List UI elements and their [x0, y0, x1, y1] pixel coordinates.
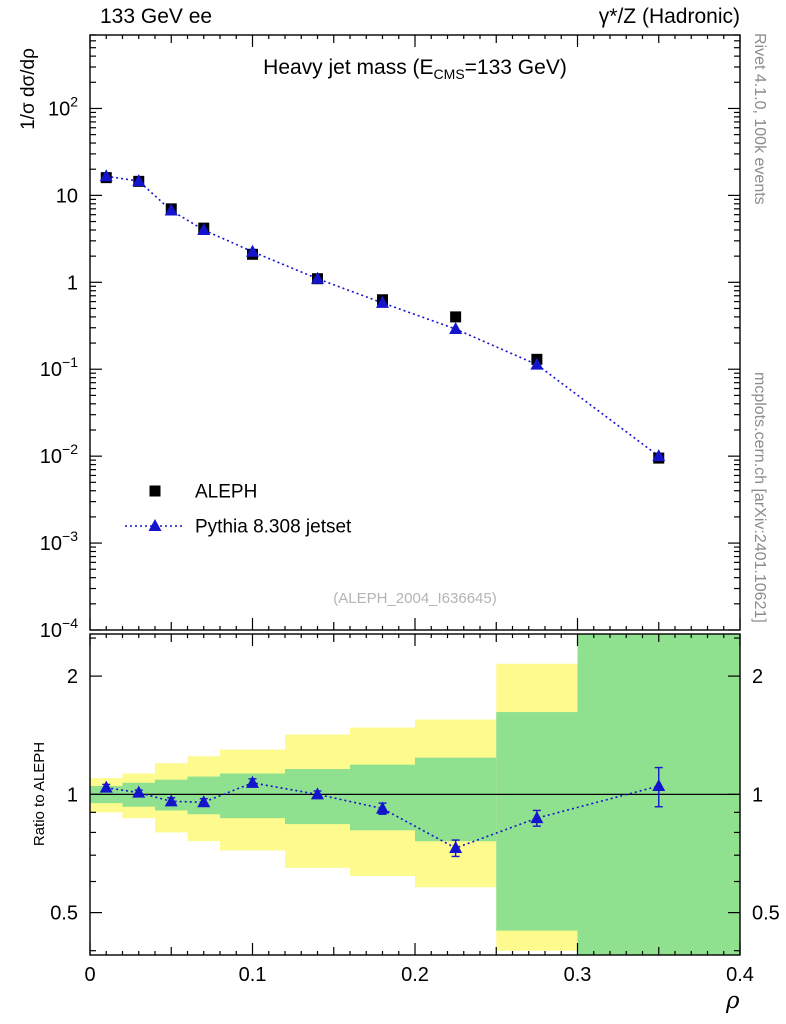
ratio-tick-label-left: 0.5 — [50, 903, 78, 925]
plot-title-post: =133 GeV) — [464, 56, 567, 79]
tick-labels: 0 0.1 0.2 0.3 0.4 102 10 1 10−1 10−2 10−3 10−4 0.5 0.… — [40, 93, 780, 986]
pythia-marker — [99, 169, 113, 182]
green-band — [350, 764, 415, 831]
y-tick-label: 10−2 — [40, 441, 78, 468]
ratio-pythia-marker — [652, 779, 666, 792]
legend-aleph-marker — [149, 485, 161, 497]
plot-title-pre: Heavy jet mass (E — [263, 56, 434, 79]
x-axis-label: ρ — [726, 988, 740, 1014]
x-tick-label: 0.3 — [564, 964, 592, 986]
y-tick-label: 10−3 — [40, 528, 78, 555]
x-tick-label: 0 — [84, 964, 95, 986]
plot-title: Heavy jet mass (ECMS=133 GeV) — [90, 56, 740, 82]
pythia-marker — [164, 203, 178, 216]
pythia-line — [106, 175, 660, 457]
legend-label: ALEPH — [195, 482, 257, 503]
ratio-pythia-marker — [164, 794, 178, 807]
ratio-tick-label-left: 2 — [67, 666, 78, 688]
main-panel-frame — [89, 34, 741, 631]
main-series — [99, 169, 666, 464]
green-band — [415, 757, 497, 842]
ratio-pythia-marker — [449, 841, 463, 854]
pythia-marker — [530, 357, 544, 370]
ratio-tick-label-right: 2 — [752, 666, 763, 688]
pythia-marker — [449, 322, 463, 335]
ratio-pythia-marker — [197, 795, 211, 808]
x-tick-label: 0.4 — [726, 964, 754, 986]
pythia-marker — [311, 271, 324, 284]
y-axis-label-main: 1/σ dσ/dρ — [18, 48, 39, 130]
mcplots-note: mcplots.cern.ch [arXiv:2401.10621] — [751, 372, 768, 623]
legend-label: Pythia 8.308 jetset — [195, 517, 352, 538]
plot-title-sub: CMS — [433, 66, 465, 83]
aleph-marker — [450, 311, 462, 323]
ratio-pythia-marker — [99, 780, 113, 793]
ratio-pythia-marker — [311, 787, 324, 800]
y-tick-label: 10−4 — [40, 615, 78, 642]
pythia-marker — [132, 174, 146, 187]
y-tick-label: 102 — [48, 93, 78, 120]
ratio-series — [99, 766, 666, 858]
pythia-marker — [652, 449, 666, 462]
pythia-marker — [197, 222, 211, 235]
header-process-label: γ*/Z (Hadronic) — [598, 5, 740, 28]
y-tick-label: 10 — [56, 185, 78, 207]
pythia-marker — [376, 295, 389, 308]
legend: ALEPH Pythia 8.308 jetset — [125, 482, 352, 538]
analysis-id-watermark: (ALEPH_2004_I636645) — [333, 590, 497, 607]
x-tick-label: 0.2 — [401, 964, 429, 986]
ratio-tick-label-right: 1 — [752, 784, 763, 806]
ratio-pythia-marker — [246, 775, 259, 788]
header-beam-label: 133 GeV ee — [100, 5, 213, 28]
legend-pythia-marker — [148, 519, 162, 531]
rivet-version-note: Rivet 4.1.0, 100k events — [751, 33, 768, 205]
x-tick-label: 0.1 — [239, 964, 267, 986]
ratio-tick-label-right: 0.5 — [752, 903, 780, 925]
pythia-marker — [246, 244, 259, 257]
y-tick-label: 1 — [67, 272, 78, 294]
y-tick-label: 10−1 — [40, 354, 78, 381]
ratio-pythia-marker — [132, 785, 146, 798]
ratio-line — [106, 781, 659, 849]
ratio-pythia-marker — [376, 801, 389, 814]
y-axis-label-ratio: Ratio to ALEPH — [31, 741, 48, 847]
ratio-pythia-marker — [530, 811, 544, 824]
ratio-tick-label-left: 1 — [67, 784, 78, 806]
